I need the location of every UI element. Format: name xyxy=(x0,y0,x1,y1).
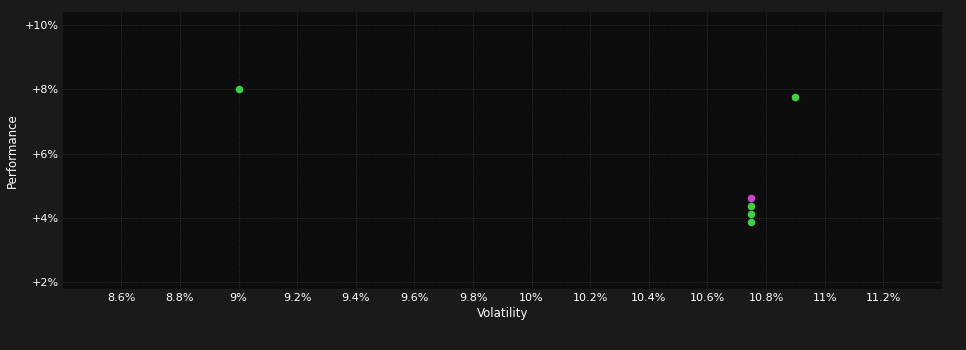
Point xyxy=(744,195,759,201)
X-axis label: Volatility: Volatility xyxy=(476,307,528,320)
Point xyxy=(787,94,803,100)
Point xyxy=(744,203,759,209)
Point xyxy=(744,211,759,217)
Point xyxy=(744,219,759,225)
Point xyxy=(231,86,246,92)
Y-axis label: Performance: Performance xyxy=(6,113,19,188)
